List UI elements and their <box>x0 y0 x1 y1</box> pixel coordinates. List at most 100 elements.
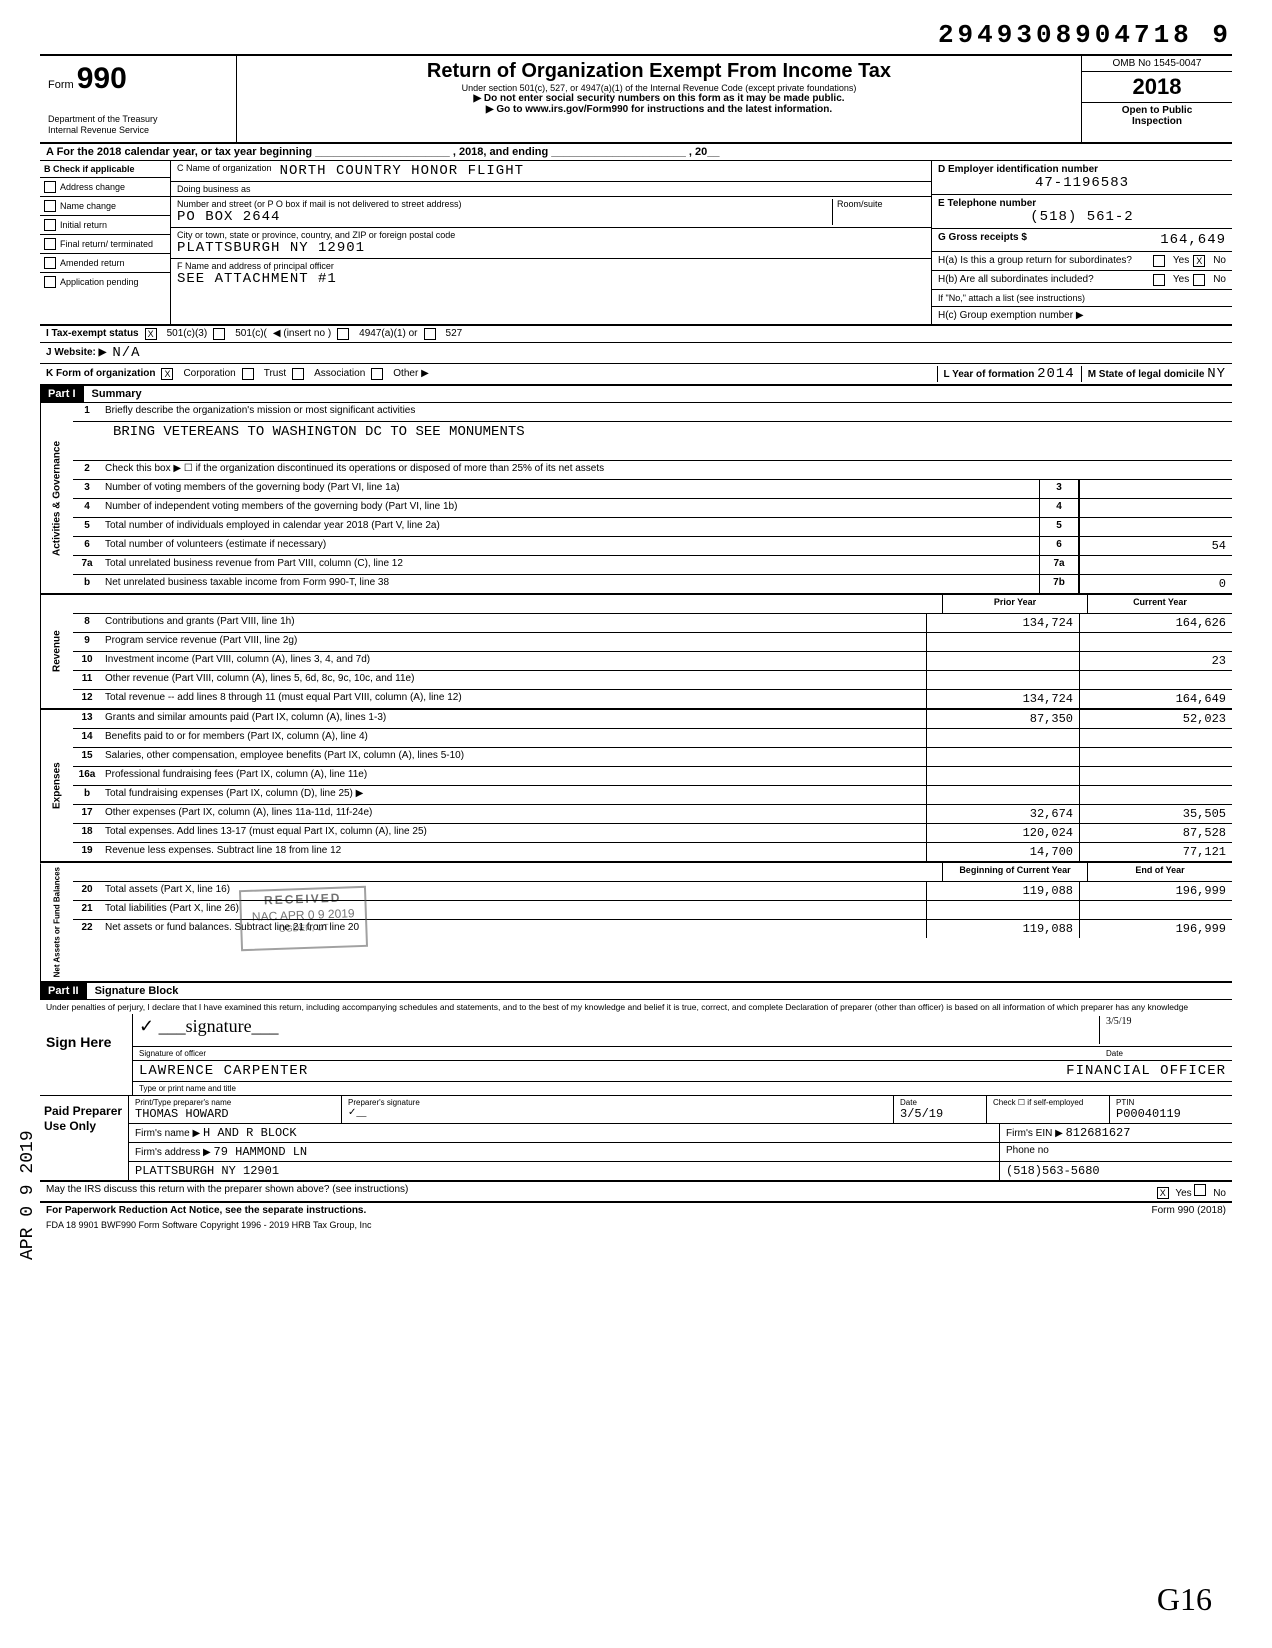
row-num: 6 <box>73 537 101 555</box>
tax-status-row: I Tax-exempt status X501(c)(3) 501(c)( ◀… <box>40 326 1232 343</box>
chk-amended-label: Amended return <box>60 258 125 268</box>
discuss-label: May the IRS discuss this return with the… <box>46 1184 408 1199</box>
part1-label: Part I <box>40 386 84 402</box>
line1-desc: Briefly describe the organization's miss… <box>101 403 1232 421</box>
row-current <box>1079 671 1232 689</box>
row-prior: 120,024 <box>926 824 1079 842</box>
chk-name[interactable] <box>44 200 56 212</box>
row-current <box>1079 633 1232 651</box>
chk-527[interactable] <box>424 328 436 340</box>
row-val <box>1079 556 1232 574</box>
sign-here: Sign Here <box>40 1014 133 1095</box>
data-row: 19Revenue less expenses. Subtract line 1… <box>73 843 1232 861</box>
hb-label: H(b) Are all subordinates included? <box>938 274 1149 285</box>
korg-row: K Form of organization XCorporation Trus… <box>40 364 1232 386</box>
ha-no-box[interactable]: X <box>1193 255 1205 267</box>
hc-label: H(c) Group exemption number ▶ <box>932 307 1232 324</box>
lbl-501c: 501(c)( <box>235 328 267 339</box>
dept-treasury: Department of the Treasury <box>48 114 228 125</box>
discuss-yes-box[interactable]: X <box>1157 1187 1169 1199</box>
check-header: B Check if applicable <box>40 161 170 178</box>
chk-trust[interactable] <box>242 368 254 380</box>
revenue-section: Revenue Prior Year Current Year 8Contrib… <box>40 595 1232 710</box>
chk-final[interactable] <box>44 238 56 250</box>
governance-section: Activities & Governance 1 Briefly descri… <box>40 403 1232 595</box>
officer-name: LAWRENCE CARPENTER <box>139 1063 1066 1079</box>
mission-text: BRING VETEREANS TO WASHINGTON DC TO SEE … <box>73 422 1232 461</box>
ha-label: H(a) Is this a group return for subordin… <box>938 255 1149 266</box>
row-num: 22 <box>73 920 101 938</box>
chk-address[interactable] <box>44 181 56 193</box>
chk-corp[interactable]: X <box>161 368 173 380</box>
chk-pending[interactable] <box>44 276 56 288</box>
side-net: Net Assets or Fund Balances <box>40 863 73 981</box>
firm-addr2: PLATTSBURGH NY 12901 <box>129 1162 1000 1180</box>
row-prior: 32,674 <box>926 805 1079 823</box>
row-num: b <box>73 575 101 593</box>
street: PO BOX 2644 <box>177 209 832 225</box>
row-prior <box>926 901 1079 919</box>
discuss-no-box[interactable] <box>1194 1184 1206 1196</box>
row-lab: 4 <box>1039 499 1079 517</box>
hb-no: No <box>1213 274 1226 285</box>
chk-501c[interactable] <box>213 328 225 340</box>
ha-yes-box[interactable] <box>1153 255 1165 267</box>
row-val: 54 <box>1079 537 1232 555</box>
col-end: End of Year <box>1087 863 1232 881</box>
chk-initial[interactable] <box>44 219 56 231</box>
handwritten-initials: G16 <box>1157 1581 1212 1618</box>
data-row: 16aProfessional fundraising fees (Part I… <box>73 767 1232 786</box>
org-name: NORTH COUNTRY HONOR FLIGHT <box>280 163 524 179</box>
fda-line: FDA 18 9901 BWF990 Form Software Copyrig… <box>40 1218 1232 1232</box>
hb-no-box[interactable] <box>1193 274 1205 286</box>
chk-amended[interactable] <box>44 257 56 269</box>
prep-h3: Date <box>900 1098 980 1107</box>
chk-4947[interactable] <box>337 328 349 340</box>
penalty-text: Under penalties of perjury, I declare th… <box>40 1000 1232 1014</box>
preparer-left: Paid Preparer Use Only <box>40 1096 129 1180</box>
year-formation: 2014 <box>1037 366 1075 382</box>
state-label: M State of legal domicile <box>1088 369 1205 380</box>
row-num: 21 <box>73 901 101 919</box>
gov-row: bNet unrelated business taxable income f… <box>73 575 1232 593</box>
row-desc: Total revenue -- add lines 8 through 11 … <box>101 690 926 708</box>
pra-notice: For Paperwork Reduction Act Notice, see … <box>46 1205 366 1216</box>
chk-other[interactable] <box>371 368 383 380</box>
officer-signature[interactable]: ✓ ___signature___ <box>139 1016 1100 1044</box>
ha-yes: Yes <box>1173 255 1189 266</box>
part2-header-row: Part II Signature Block <box>40 983 1232 1000</box>
row-prior: 134,724 <box>926 690 1079 708</box>
row-num: 10 <box>73 652 101 670</box>
lbl-trust: Trust <box>264 368 286 379</box>
prep-sig[interactable]: ✓__ <box>348 1107 887 1118</box>
hb-yes-box[interactable] <box>1153 274 1165 286</box>
row-num: 9 <box>73 633 101 651</box>
received-stamp: RECEIVED NAC APR 0 9 2019 OGDEN, UT <box>239 886 368 951</box>
row-desc: Total liabilities (Part X, line 26) <box>101 901 926 919</box>
prep-name: THOMAS HOWARD <box>135 1107 335 1121</box>
row-desc: Number of independent voting members of … <box>101 499 1039 517</box>
form-header: Form 990 Department of the Treasury Inte… <box>40 54 1232 144</box>
row-prior: 14,700 <box>926 843 1079 861</box>
row-lab: 7b <box>1039 575 1079 593</box>
row-lab: 7a <box>1039 556 1079 574</box>
row-num: 8 <box>73 614 101 632</box>
sig-label: Signature of officer <box>139 1049 1106 1058</box>
prep-h2: Preparer's signature <box>348 1098 887 1107</box>
data-row: bTotal fundraising expenses (Part IX, co… <box>73 786 1232 805</box>
firm-ein-label: Firm's EIN ▶ <box>1006 1128 1063 1139</box>
row-lab: 6 <box>1039 537 1079 555</box>
preparer-block: Paid Preparer Use Only Print/Type prepar… <box>40 1096 1232 1182</box>
firm-name: H AND R BLOCK <box>203 1126 297 1140</box>
chk-final-label: Final return/ terminated <box>60 239 153 249</box>
row-desc: Grants and similar amounts paid (Part IX… <box>101 710 926 728</box>
gov-row: 5Total number of individuals employed in… <box>73 518 1232 537</box>
form-number: 990 <box>77 62 127 95</box>
chk-assoc[interactable] <box>292 368 304 380</box>
row-val: 0 <box>1079 575 1232 593</box>
chk-501c3[interactable]: X <box>145 328 157 340</box>
row-num: b <box>73 786 101 804</box>
row-lab: 3 <box>1039 480 1079 498</box>
open-public-2: Inspection <box>1086 116 1228 127</box>
part1-header-row: Part I Summary <box>40 386 1232 403</box>
